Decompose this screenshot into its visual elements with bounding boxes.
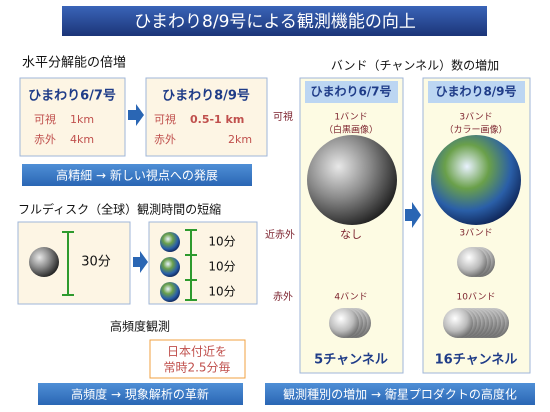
result-bar — [38, 383, 243, 405]
arrow — [128, 104, 144, 126]
rapid-text: 常時2.5分毎 — [163, 360, 230, 375]
interval: 10分 — [208, 235, 235, 249]
band-count: 3バンド — [459, 228, 492, 239]
rapid-text: 日本付近を — [167, 345, 227, 359]
box — [149, 339, 246, 379]
rapid-heading: 高頻度観測 — [110, 319, 170, 334]
band-count: なし — [340, 228, 362, 241]
arrow — [133, 251, 148, 273]
earth — [443, 308, 473, 338]
earth — [329, 308, 359, 338]
bracket — [185, 229, 197, 301]
value: 1km — [70, 113, 94, 126]
satellite-name: ひまわり8/9号 — [162, 89, 250, 104]
result-bar — [265, 383, 535, 405]
band-note: （白黒画像） — [324, 124, 378, 136]
channel-total: 5チャンネル — [314, 353, 388, 368]
band-count: 3バンド — [459, 112, 492, 123]
label: 赤外 — [34, 133, 56, 146]
label: 可視 — [34, 112, 56, 126]
box — [19, 77, 126, 157]
result: 高頻度 → 現象解析の革新 — [71, 387, 209, 402]
earth — [307, 135, 397, 225]
label: 可視 — [154, 112, 176, 126]
value: 4km — [70, 133, 94, 146]
row-label: 赤外 — [273, 291, 293, 303]
section-heading: バンド（チャンネル）数の増加 — [331, 58, 499, 73]
title: ひまわり8/9号による観測機能の向上 — [134, 12, 416, 32]
earth — [29, 247, 59, 277]
label: 赤外 — [154, 133, 176, 146]
row-label: 可視 — [273, 110, 293, 123]
earth — [160, 257, 180, 277]
result: 観測種別の増加 → 衛星プロダクトの高度化 — [283, 387, 517, 402]
earth — [457, 247, 487, 277]
column-header — [428, 81, 525, 103]
result: 高精細 → 新しい視点への発展 — [56, 168, 218, 183]
row-label: 近赤外 — [265, 228, 295, 241]
band-count: 1バンド — [334, 112, 367, 123]
channel-total: 16チャンネル — [435, 353, 518, 368]
column-header — [305, 81, 398, 103]
interval: 30分 — [81, 255, 111, 270]
band-count: 10バンド — [457, 292, 496, 303]
arrow — [405, 202, 421, 228]
value: 2km — [228, 133, 252, 146]
result-bar — [22, 164, 252, 186]
interval: 10分 — [208, 260, 235, 274]
box — [145, 77, 268, 157]
bracket — [62, 231, 74, 296]
value: 0.5-1 km — [190, 113, 244, 126]
earth — [160, 282, 180, 302]
satellite-name: ひまわり6/7号 — [310, 84, 391, 99]
satellite-name: ひまわり8/9号 — [435, 84, 516, 99]
band-note: （カラー画像） — [444, 124, 507, 136]
section-heading: 水平分解能の倍増 — [22, 56, 126, 71]
interval: 10分 — [208, 285, 235, 299]
earth — [431, 135, 521, 225]
earth — [160, 232, 180, 252]
satellite-name: ひまわり6/7号 — [28, 89, 116, 104]
title-bar — [62, 6, 487, 36]
section-heading: フルディスク（全球）観測時間の短縮 — [18, 202, 221, 217]
band-count: 4バンド — [334, 292, 367, 303]
